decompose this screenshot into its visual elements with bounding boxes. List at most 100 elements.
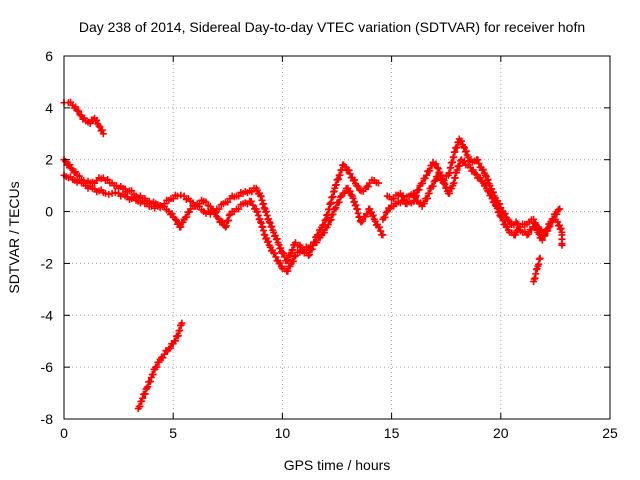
data-point-fill (419, 179, 427, 187)
y-tick-label: 4 (45, 100, 53, 116)
data-point-fill (175, 219, 183, 227)
data-point (331, 205, 339, 213)
data-point-fill (549, 215, 557, 223)
data-point-fill (146, 377, 154, 385)
data-point (523, 231, 531, 239)
data-point-fill (429, 182, 437, 190)
data-point-fill (415, 186, 423, 194)
data-point-fill (420, 199, 428, 207)
data-point (460, 143, 468, 151)
data-point-fill (369, 211, 377, 219)
data-point-fill (195, 200, 203, 208)
data-point-fill (364, 183, 372, 191)
series-top-left-arc (60, 98, 107, 138)
data-point-fill (376, 223, 384, 231)
data-point (453, 166, 461, 174)
x-axis-label: GPS time / hours (284, 457, 391, 473)
data-point-fill (247, 197, 255, 205)
data-point (265, 218, 273, 226)
chart-title: Day 238 of 2014, Sidereal Day-to-day VTE… (79, 19, 585, 35)
series-main-band-b (60, 156, 387, 275)
data-point-fill (554, 206, 562, 214)
data-point-fill (484, 176, 492, 184)
data-point-fill (72, 168, 80, 176)
data-point-fill (432, 160, 440, 168)
data-point-fill (524, 230, 532, 238)
data-point-fill (290, 253, 298, 261)
data-point-fill (166, 344, 174, 352)
data-point (187, 205, 195, 213)
y-tick-label: -4 (41, 307, 54, 323)
axes: 0 5 10 15 20 25 -8 -6 -4 -2 0 2 4 6 (41, 48, 618, 441)
data-point (556, 205, 564, 213)
series-right-low-segment (530, 254, 544, 286)
data-point-fill (399, 192, 407, 200)
data-point-fill (273, 235, 281, 243)
data-point-fill (177, 191, 185, 199)
data-point (174, 192, 182, 200)
y-tick-label: -2 (41, 255, 54, 271)
data-point-fill (249, 201, 257, 209)
data-point (171, 215, 179, 223)
data-point (374, 179, 382, 187)
data-point-fill (153, 363, 161, 371)
data-point-fill (271, 249, 279, 257)
data-point (379, 231, 387, 239)
data-point-fill (289, 257, 297, 265)
data-point-fill (505, 216, 513, 224)
data-point-fill (215, 205, 223, 213)
data-point-fill (284, 256, 292, 264)
data-point (292, 252, 300, 260)
data-point-fill (506, 220, 514, 228)
data-point (390, 195, 398, 203)
data-point-fill (136, 402, 144, 410)
data-point-fill (75, 172, 83, 180)
data-point-fill (149, 370, 157, 378)
data-point-fill (377, 227, 385, 235)
data-points (60, 98, 566, 413)
data-point (353, 182, 361, 190)
data-point (324, 221, 332, 229)
data-point-fill (320, 229, 328, 237)
data-point-fill (202, 198, 210, 206)
data-point (143, 384, 151, 392)
data-point-fill (350, 176, 358, 184)
data-point-fill (336, 193, 344, 201)
data-point-fill (479, 166, 487, 174)
data-point (305, 252, 313, 260)
data-point-fill (476, 174, 484, 182)
data-point-fill (341, 189, 349, 197)
data-point (558, 241, 566, 249)
data-point-fill (332, 204, 340, 212)
data-point-fill (474, 156, 482, 164)
data-point-fill (272, 253, 280, 261)
data-point-fill (511, 231, 519, 239)
data-point-fill (541, 232, 549, 240)
data-point-fill (308, 245, 316, 253)
data-point-fill (445, 189, 453, 197)
data-point-fill (248, 188, 256, 196)
data-point-fill (313, 239, 321, 247)
data-point (503, 215, 511, 223)
data-point-fill (279, 249, 287, 257)
data-point-fill (345, 166, 353, 174)
data-point-fill (72, 103, 80, 111)
data-point-fill (412, 191, 420, 199)
data-point (538, 236, 546, 244)
data-point-fill (382, 209, 390, 217)
data-point-fill (335, 198, 343, 206)
data-point-fill (219, 218, 227, 226)
data-point-fill (104, 176, 112, 184)
data-point-fill (497, 204, 505, 212)
series-low-segment (134, 319, 186, 413)
data-point-fill (264, 237, 272, 245)
data-point-fill (336, 171, 344, 179)
y-tick-label: 2 (45, 152, 53, 168)
data-point-fill (169, 195, 177, 203)
x-tick-label: 10 (275, 425, 291, 441)
data-point-fill (475, 160, 483, 168)
data-point (536, 254, 544, 262)
y-tick-label: -8 (41, 411, 54, 427)
data-point-fill (356, 186, 364, 194)
